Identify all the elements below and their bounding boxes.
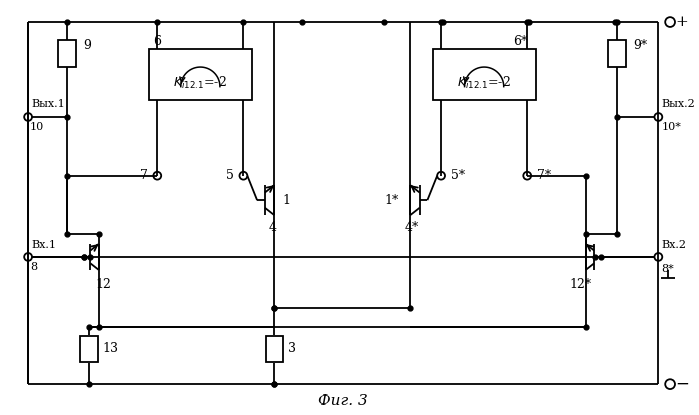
Text: −: − [675,376,689,393]
Text: 6*: 6* [514,35,528,48]
Text: 1: 1 [282,194,290,207]
Text: 4*: 4* [405,222,419,234]
Text: 1*: 1* [384,194,398,207]
Text: 4: 4 [268,222,276,234]
Bar [608,40,626,67]
Text: 3: 3 [288,342,296,355]
Text: 7: 7 [140,169,147,182]
Text: Фиг. 3: Фиг. 3 [318,394,368,408]
Text: 13: 13 [103,342,118,355]
Text: 9*: 9* [633,39,647,52]
Bar [433,49,535,100]
Text: 12*: 12* [570,278,592,291]
Text: 5*: 5* [451,169,465,182]
Bar [266,336,283,361]
Text: Вх.1: Вх.1 [31,240,56,250]
Bar [149,49,252,100]
Text: Вх.2: Вх.2 [661,240,686,250]
Text: $K_{i12.1}$=-2: $K_{i12.1}$=-2 [457,75,511,91]
Text: 10*: 10* [661,122,681,132]
Text: +: + [675,15,689,29]
Text: Вых.1: Вых.1 [31,99,65,109]
Text: Вых.2: Вых.2 [661,99,695,109]
Text: 10: 10 [30,122,44,132]
Bar [80,336,98,361]
Text: 5: 5 [226,169,233,182]
Text: 8*: 8* [661,264,674,273]
Text: $K_{i12.1}$=-2: $K_{i12.1}$=-2 [173,75,227,91]
Text: 9: 9 [83,39,91,52]
Text: 8: 8 [30,262,37,272]
Bar [59,40,76,67]
Text: 6: 6 [153,35,161,48]
Text: 12: 12 [96,278,112,291]
Text: 7*: 7* [537,169,551,182]
